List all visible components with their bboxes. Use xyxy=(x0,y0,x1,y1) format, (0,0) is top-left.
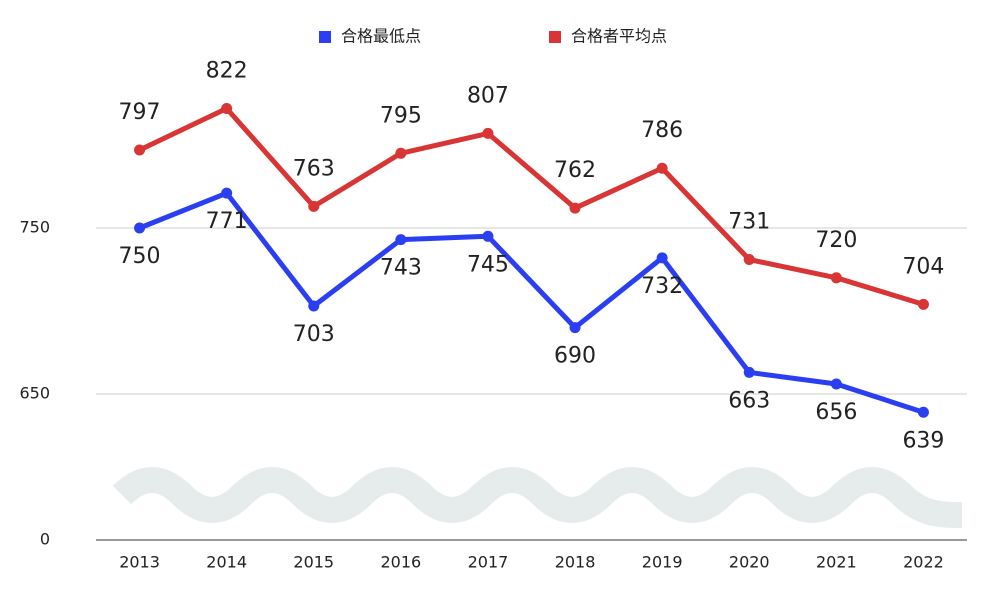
data-label: 743 xyxy=(380,256,422,281)
x-tick-label: 2020 xyxy=(729,553,770,572)
x-tick-label: 2013 xyxy=(119,553,160,572)
data-label: 786 xyxy=(641,118,683,143)
x-tick-label: 2015 xyxy=(293,553,334,572)
data-label: 807 xyxy=(467,83,509,108)
point xyxy=(482,230,494,242)
x-tick-label: 2021 xyxy=(816,553,857,572)
point xyxy=(569,202,581,214)
point xyxy=(569,322,581,334)
data-label: 795 xyxy=(380,103,422,128)
point xyxy=(308,300,320,312)
y-tick-label: 650 xyxy=(19,384,50,403)
data-label: 762 xyxy=(554,158,596,183)
point xyxy=(134,144,146,156)
point xyxy=(134,222,146,234)
data-label: 797 xyxy=(119,100,161,125)
data-label: 771 xyxy=(206,209,248,234)
point xyxy=(743,366,755,378)
series-line xyxy=(138,105,925,307)
break-wave xyxy=(112,467,963,528)
legend-swatch xyxy=(319,31,331,43)
legend-label: 合格者平均点 xyxy=(571,27,667,46)
data-label: 663 xyxy=(728,388,770,413)
x-tick-label: 2016 xyxy=(380,553,421,572)
y-tick-label: 750 xyxy=(19,218,50,237)
data-label: 720 xyxy=(815,228,857,253)
x-tick-label: 2018 xyxy=(555,553,596,572)
point xyxy=(482,127,494,139)
point xyxy=(656,162,668,174)
data-label: 731 xyxy=(728,210,770,235)
x-tick-label: 2022 xyxy=(903,553,944,572)
point xyxy=(917,406,929,418)
data-label: 732 xyxy=(641,274,683,299)
data-label: 690 xyxy=(554,344,596,369)
data-label: 704 xyxy=(902,254,944,279)
x-tick-label: 2019 xyxy=(642,553,683,572)
x-tick-label: 2017 xyxy=(468,553,509,572)
data-label: 745 xyxy=(467,252,509,277)
x-tick-label: 2014 xyxy=(206,553,247,572)
point xyxy=(830,378,842,390)
point xyxy=(395,234,407,246)
point xyxy=(308,200,320,212)
data-label: 656 xyxy=(815,400,857,425)
data-label: 639 xyxy=(902,428,944,453)
point xyxy=(395,147,407,159)
data-label: 763 xyxy=(293,156,335,181)
point xyxy=(830,272,842,284)
data-label: 822 xyxy=(206,58,248,83)
series-line xyxy=(138,190,925,415)
point xyxy=(917,298,929,310)
data-label: 703 xyxy=(293,322,335,347)
point xyxy=(656,252,668,264)
point xyxy=(221,102,233,114)
legend-swatch xyxy=(549,31,561,43)
point xyxy=(221,187,233,199)
legend-label: 合格最低点 xyxy=(341,27,421,46)
y-tick-label: 0 xyxy=(40,530,50,549)
axis-break xyxy=(112,467,963,528)
data-label: 750 xyxy=(119,244,161,269)
point xyxy=(743,254,755,266)
